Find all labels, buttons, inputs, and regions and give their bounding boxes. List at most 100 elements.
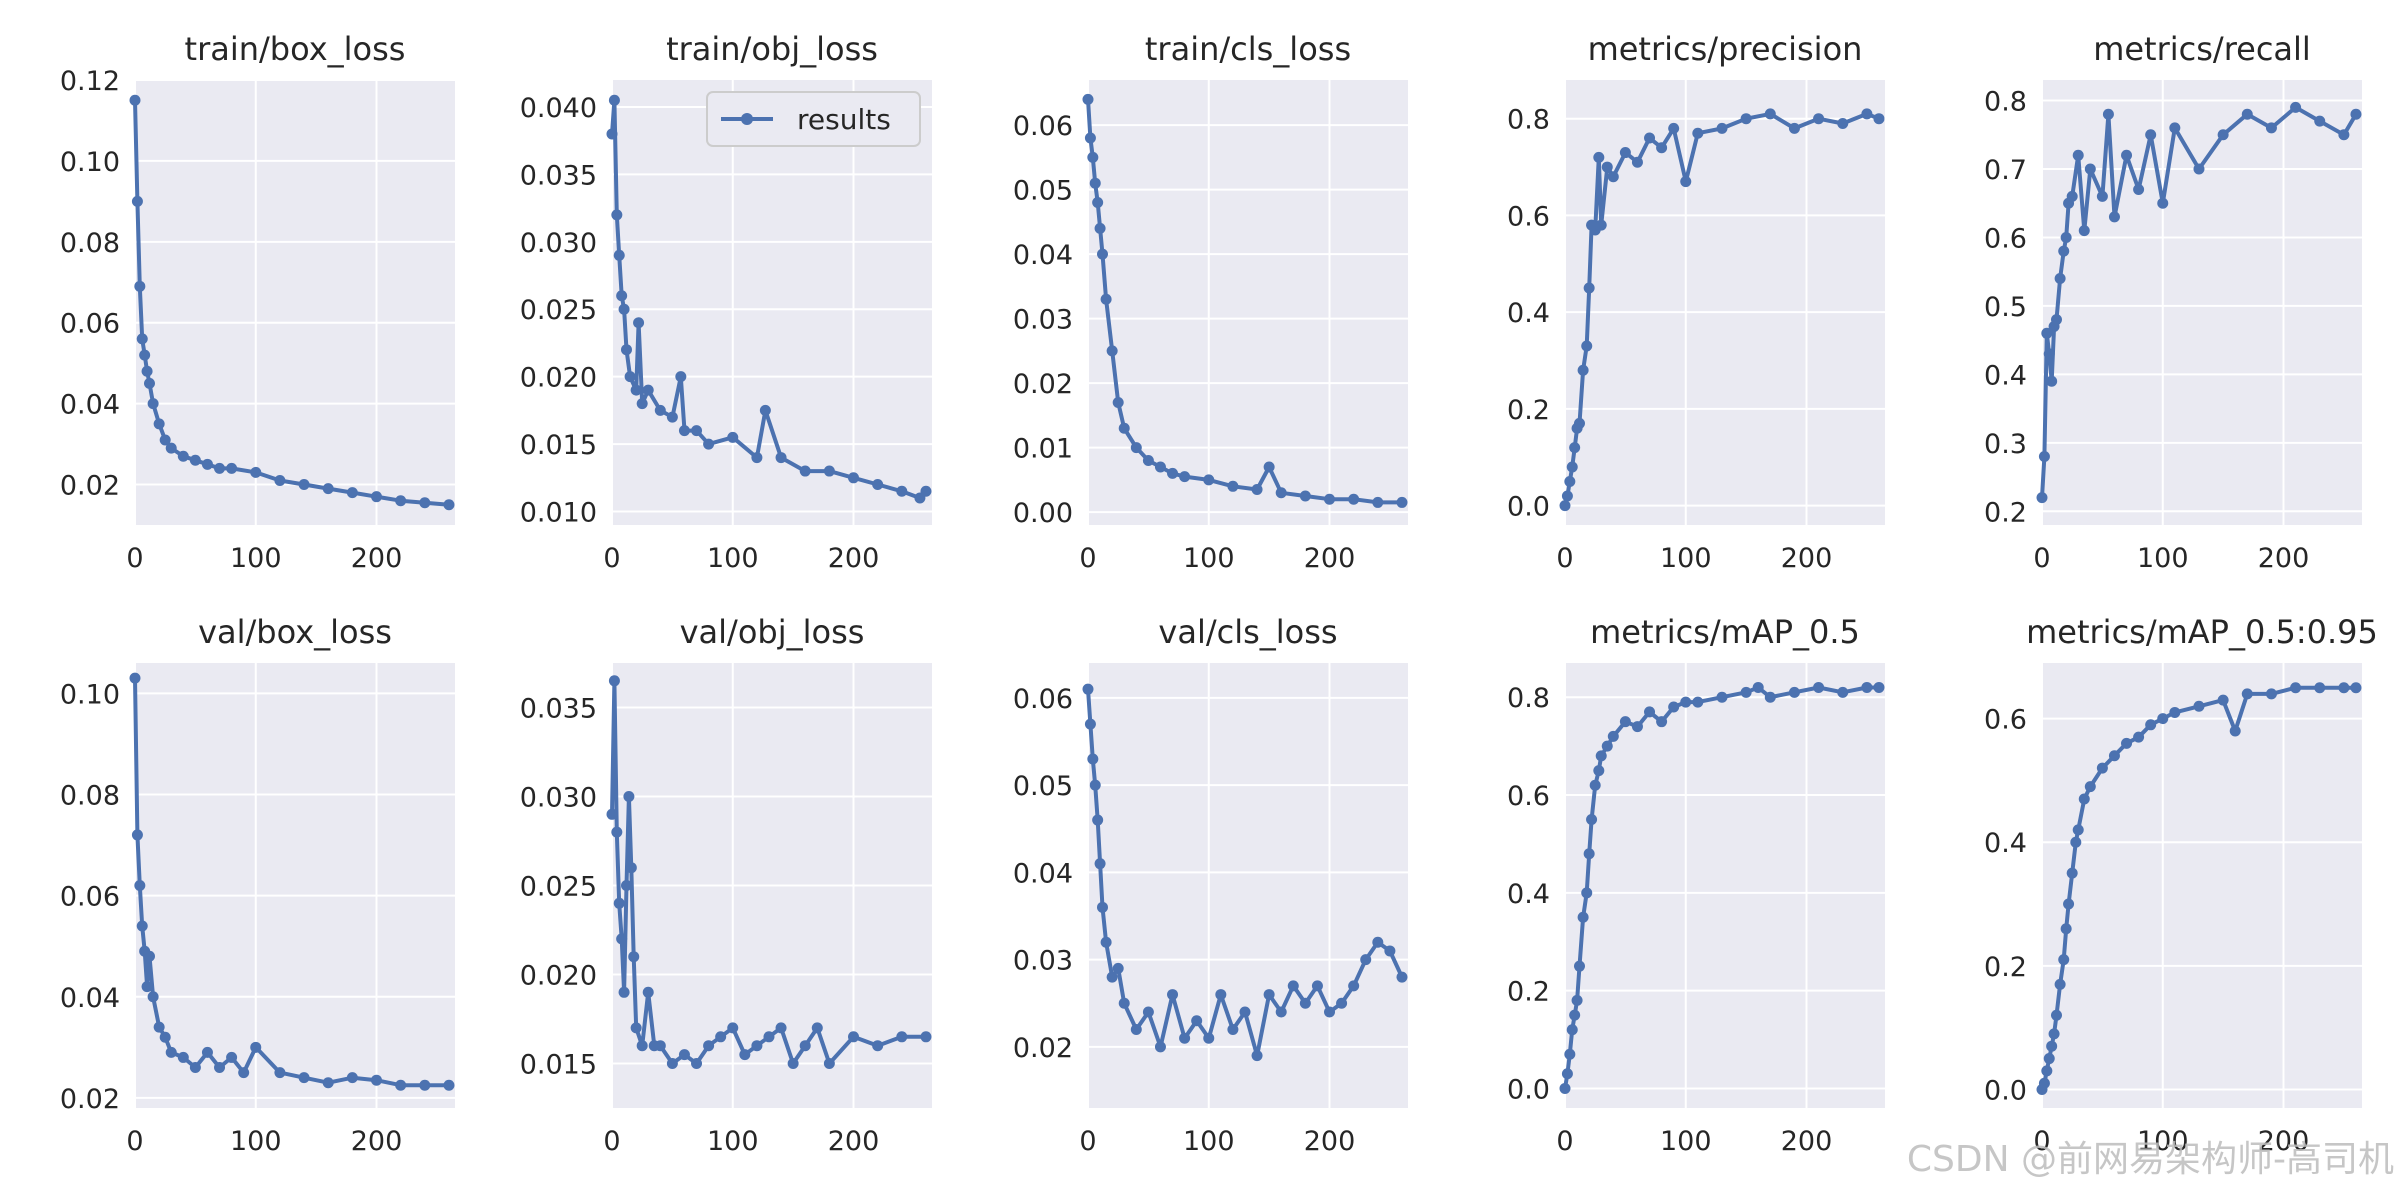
data-point (143, 950, 155, 962)
data-point (274, 475, 286, 486)
data-point (1089, 177, 1101, 189)
y-tick-label: 0.0 (1984, 1075, 2027, 1106)
data-point (1167, 467, 1179, 479)
data-point (1287, 980, 1299, 992)
y-tick-label: 0.8 (1507, 105, 1550, 136)
plot-area (612, 80, 932, 525)
data-point (134, 880, 146, 891)
data-point (618, 303, 630, 315)
data-point (141, 365, 153, 377)
data-point (636, 398, 648, 410)
y-tick-label: 0.04 (1013, 240, 1073, 271)
data-point (139, 349, 151, 361)
data-point (129, 94, 141, 106)
data-point (1571, 994, 1583, 1006)
data-point (1644, 706, 1656, 718)
data-point (1559, 1082, 1571, 1094)
data-point (1203, 1032, 1215, 1044)
chart-val-box-loss: 0 100 200 0.02 0.04 0.06 0.08 0.10 val/box_loss (60, 613, 455, 1157)
data-point (1087, 151, 1099, 163)
data-point (1569, 442, 1581, 454)
y-tick-label: 0.6 (1984, 223, 2027, 254)
data-point (2350, 682, 2362, 694)
data-point (2038, 451, 2050, 463)
data-point (727, 431, 739, 443)
data-point (751, 452, 763, 464)
x-tick-label: 100 (230, 1126, 282, 1157)
data-point (136, 920, 148, 932)
data-point (2350, 108, 2362, 120)
data-point (1593, 151, 1605, 163)
data-point (654, 1040, 666, 1052)
data-point (2070, 836, 2082, 848)
plot-area (2042, 80, 2362, 525)
data-point (2058, 954, 2070, 966)
data-point (201, 1046, 213, 1058)
data-point (2066, 867, 2078, 879)
data-point (1263, 461, 1275, 473)
data-point (1716, 691, 1728, 703)
y-tick-label: 0.4 (1984, 828, 2027, 859)
data-point (703, 438, 715, 450)
data-point (799, 465, 811, 477)
data-point (1179, 1032, 1191, 1044)
data-point (250, 466, 262, 478)
y-tick-label: 0.05 (1013, 771, 1073, 802)
data-point (2084, 781, 2096, 793)
x-tick-label: 100 (2137, 1126, 2189, 1157)
data-point (1096, 901, 1108, 913)
data-point (134, 280, 146, 292)
data-point (624, 371, 636, 383)
x-tick-label: 200 (351, 543, 403, 574)
data-point (872, 479, 884, 491)
plot-area (1565, 663, 1885, 1108)
data-point (419, 1079, 431, 1091)
y-tick-label: 0.08 (60, 780, 120, 811)
data-point (1154, 461, 1166, 473)
y-tick-label: 0.06 (1013, 684, 1073, 715)
data-point (2084, 163, 2096, 175)
y-tick-label: 0.025 (520, 872, 597, 903)
data-point (131, 195, 143, 207)
data-point (2169, 706, 2181, 718)
data-point (159, 434, 171, 446)
data-point (2102, 108, 2114, 120)
data-point (2290, 101, 2302, 113)
data-point (1619, 716, 1631, 728)
data-point (1179, 471, 1191, 483)
data-point (2060, 231, 2072, 243)
data-point (1581, 887, 1593, 899)
data-point (666, 1058, 678, 1069)
data-point (2108, 211, 2120, 223)
data-point (920, 485, 932, 497)
data-point (2058, 245, 2070, 257)
data-point (1644, 132, 1656, 144)
data-point (1601, 740, 1613, 752)
data-point (1324, 1006, 1336, 1018)
plot-area (1088, 663, 1408, 1108)
data-point (2038, 1077, 2050, 1089)
data-point (636, 1040, 648, 1052)
data-point (848, 472, 860, 484)
data-point (608, 675, 620, 687)
x-tick-label: 200 (828, 1126, 880, 1157)
data-point (691, 425, 703, 437)
data-point (1581, 340, 1593, 352)
data-point (1788, 686, 1800, 698)
data-point (1275, 1006, 1287, 1018)
data-point (654, 404, 666, 416)
y-tick-label: 0.2 (1984, 952, 2027, 983)
data-point (214, 1062, 226, 1074)
chart-title: metrics/mAP_0.5 (1590, 613, 1860, 651)
data-point (1564, 1048, 1576, 1060)
data-point (419, 497, 431, 509)
data-point (189, 1062, 201, 1074)
y-tick-label: 0.05 (1013, 176, 1073, 207)
x-tick-label: 100 (707, 1126, 759, 1157)
chart-title: train/cls_loss (1145, 30, 1351, 68)
data-point (1873, 113, 1885, 125)
data-point (226, 1051, 238, 1063)
y-tick-label: 0.2 (1984, 497, 2027, 528)
watermark-text: CSDN @前网易架构师-高司机 (1906, 1139, 2394, 1180)
